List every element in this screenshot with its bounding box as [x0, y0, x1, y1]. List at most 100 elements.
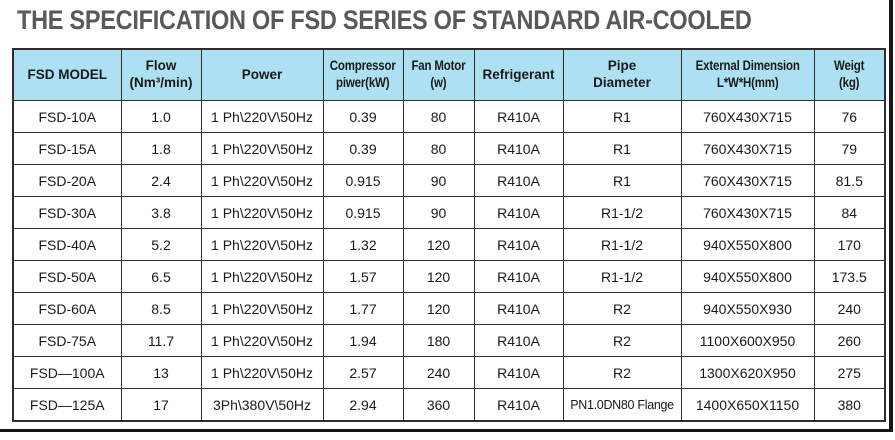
table-cell: R1 — [562, 100, 682, 133]
column-header-label: Flow (Nm³/min) — [129, 58, 193, 90]
table-cell: 8.5 — [120, 292, 202, 325]
table-cell: R410A — [473, 356, 564, 389]
table-cell: R410A — [473, 100, 564, 133]
table-cell: 760X430X715 — [680, 164, 815, 197]
table-cell: 360 — [402, 388, 475, 422]
table-cell: 1.57 — [322, 260, 404, 293]
table-cell: 79 — [813, 132, 886, 165]
table-cell: FSD-50A — [12, 260, 122, 293]
page-title: THE SPECIFICATION OF FSD SERIES OF STAND… — [17, 5, 752, 35]
column-header-compressor-power: Compressor piwer(kW) — [322, 48, 404, 101]
table-cell: 0.39 — [322, 132, 404, 165]
table-cell: 240 — [402, 356, 475, 389]
table-cell: 170 — [813, 228, 886, 261]
table-cell: 1 Ph\220V\50Hz — [200, 356, 324, 389]
frame-edge-right — [889, 0, 893, 432]
table-cell: 80 — [402, 132, 475, 165]
table-cell: 1 Ph\220V\50Hz — [200, 100, 324, 133]
table-header: FSD MODEL Flow (Nm³/min) Power Compresso… — [12, 48, 886, 101]
table-cell: R410A — [473, 260, 564, 293]
table-cell: 260 — [813, 324, 886, 357]
table-cell: 6.5 — [120, 260, 202, 293]
table-cell: 120 — [402, 292, 475, 325]
table-cell: 180 — [402, 324, 475, 357]
table-cell: R2 — [562, 356, 682, 389]
table-cell: 940X550X800 — [680, 228, 815, 261]
table-cell: FSD-30A — [12, 196, 122, 229]
column-header-pipe-diameter: Pipe Diameter — [562, 48, 682, 101]
column-header-label: Pipe Diameter — [593, 58, 651, 90]
table-cell: 120 — [402, 228, 475, 261]
table-cell: R410A — [473, 132, 564, 165]
table-cell: 13 — [120, 356, 202, 389]
frame-edge-bottom — [0, 429, 892, 432]
column-header-label: External Dimension L*W*H(mm) — [695, 58, 800, 90]
table-cell: 1 Ph\220V\50Hz — [200, 132, 324, 165]
table-cell: 1.77 — [322, 292, 404, 325]
column-header-power: Power — [200, 48, 324, 101]
table-cell: FSD-60A — [12, 292, 122, 325]
table-row: FSD-40A 5.2 1 Ph\220V\50Hz 1.32 120 R410A R1-1… — [12, 228, 886, 261]
table-cell: 3.8 — [120, 196, 202, 229]
table-cell: 84 — [813, 196, 886, 229]
table-cell: 120 — [402, 260, 475, 293]
table-cell: 0.39 — [322, 100, 404, 133]
column-header-weight: Weigt (kg) — [813, 48, 886, 101]
table-cell: FSD-40A — [12, 228, 122, 261]
table-cell: R2 — [562, 292, 682, 325]
table-cell: 2.4 — [120, 164, 202, 197]
table-cell: 3Ph\380V\50Hz — [200, 388, 324, 422]
table-cell: R1-1/2 — [562, 196, 682, 229]
table-cell: R1 — [562, 132, 682, 165]
table-cell: 90 — [402, 196, 475, 229]
table-header-row: FSD MODEL Flow (Nm³/min) Power Compresso… — [12, 48, 886, 101]
table-cell: FSD-10A — [12, 100, 122, 133]
column-header-refrigerant: Refrigerant — [473, 48, 564, 101]
table-cell: 173.5 — [813, 260, 886, 293]
table-cell: 1.32 — [322, 228, 404, 261]
column-header-label: Compressor piwer(kW) — [330, 58, 396, 90]
table-row: FSD-10A 1.0 1 Ph\220V\50Hz 0.39 80 R410A R1 760… — [12, 100, 886, 133]
table-cell: R410A — [473, 228, 564, 261]
table-row: FSD-30A 3.8 1 Ph\220V\50Hz 0.915 90 R410A R1-1… — [12, 196, 886, 229]
table-cell: 1400X650X1150 — [680, 388, 815, 422]
table-cell: R1 — [562, 164, 682, 197]
table-row: FSD-20A 2.4 1 Ph\220V\50Hz 0.915 90 R410A R1 76… — [12, 164, 886, 197]
table-cell: 5.2 — [120, 228, 202, 261]
table-cell: 1300X620X950 — [680, 356, 815, 389]
table-cell: 1 Ph\220V\50Hz — [200, 324, 324, 357]
table-cell: 80 — [402, 100, 475, 133]
table-cell: FSD-20A — [12, 164, 122, 197]
table-cell: 1 Ph\220V\50Hz — [200, 292, 324, 325]
table-cell: 760X430X715 — [680, 196, 815, 229]
table-cell: R410A — [473, 388, 564, 422]
table-cell: 760X430X715 — [680, 100, 815, 133]
table-cell: 2.57 — [322, 356, 404, 389]
table-cell: 1.94 — [322, 324, 404, 357]
table-cell: 11.7 — [120, 324, 202, 357]
table-cell: 1 Ph\220V\50Hz — [200, 164, 324, 197]
table-cell: FSD—125A — [12, 388, 122, 422]
table-cell: R2 — [562, 324, 682, 357]
table-cell: 240 — [813, 292, 886, 325]
table-cell: 940X550X930 — [680, 292, 815, 325]
table-cell: 0.915 — [322, 196, 404, 229]
table-row: FSD-15A 1.8 1 Ph\220V\50Hz 0.39 80 R410A R1 760… — [12, 132, 886, 165]
column-header-model: FSD MODEL — [12, 48, 122, 101]
column-header-label: Fan Motor (w) — [411, 58, 466, 90]
table-cell: PN1.0DN80 Flange — [562, 388, 682, 422]
table-row: FSD-50A 6.5 1 Ph\220V\50Hz 1.57 120 R410A R1-1… — [12, 260, 886, 293]
column-header-label: Refrigerant — [482, 66, 555, 82]
table-cell: 940X550X800 — [680, 260, 815, 293]
column-header-external-dimension: External Dimension L*W*H(mm) — [680, 48, 815, 101]
table-row: FSD—125A 17 3Ph\380V\50Hz 2.94 360 R410A PN1.0… — [12, 388, 886, 422]
column-header-flow: Flow (Nm³/min) — [120, 48, 202, 101]
table-row: FSD-60A 8.5 1 Ph\220V\50Hz 1.77 120 R410A R2 94… — [12, 292, 886, 325]
table-cell: FSD—100A — [12, 356, 122, 389]
table-cell: R1-1/2 — [562, 228, 682, 261]
table-cell: R410A — [473, 196, 564, 229]
table-cell: R410A — [473, 292, 564, 325]
table-row: FSD—100A 13 1 Ph\220V\50Hz 2.57 240 R410A R2 13… — [12, 356, 886, 389]
column-header-label: FSD MODEL — [27, 66, 108, 82]
